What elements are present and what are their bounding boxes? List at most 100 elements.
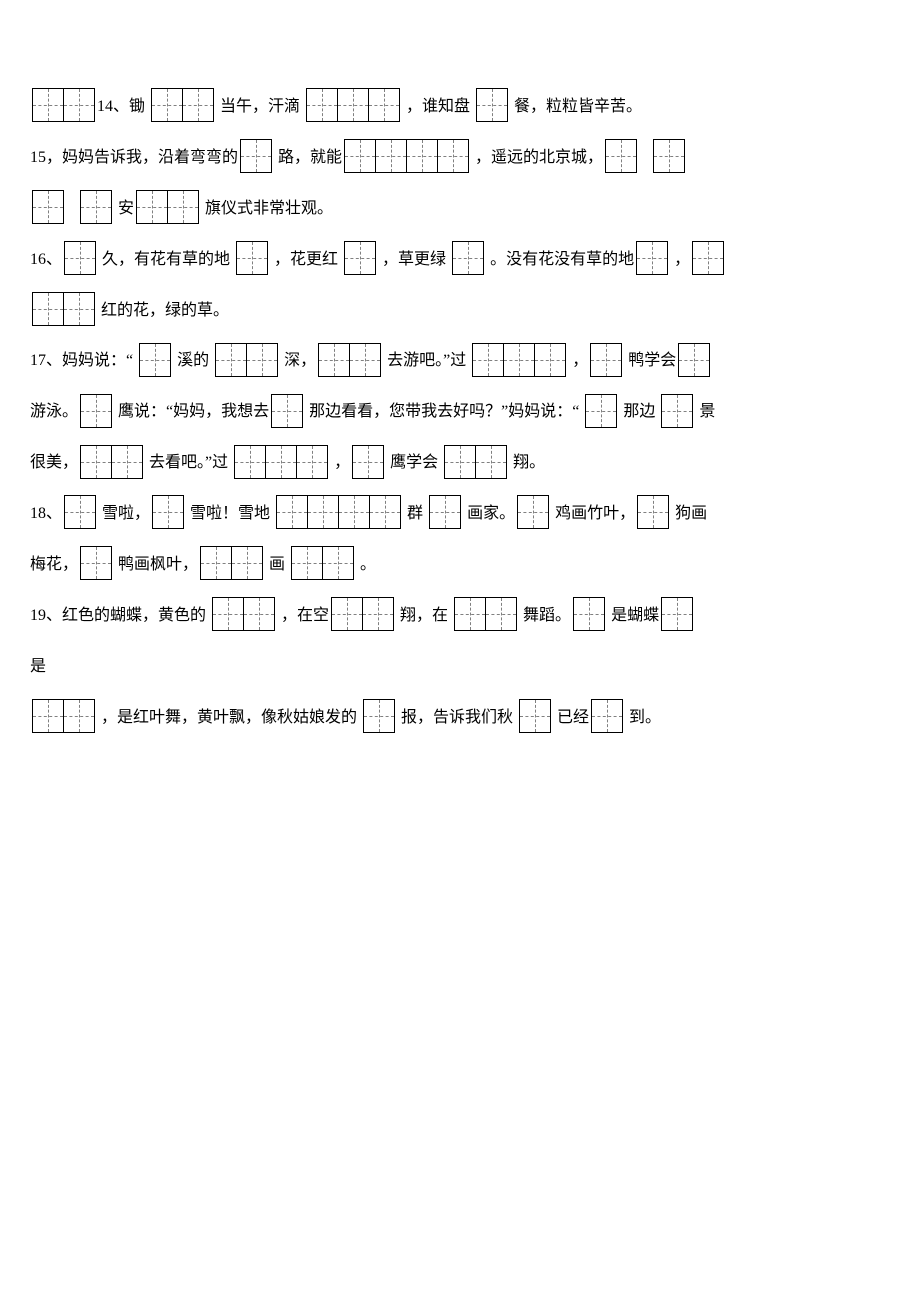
answer-cell[interactable]: [63, 292, 95, 326]
q15-box-1: [240, 139, 272, 173]
answer-cell[interactable]: [406, 139, 438, 173]
answer-cell[interactable]: [331, 597, 363, 631]
answer-cell[interactable]: [307, 495, 339, 529]
body-text: 路，就能: [274, 149, 342, 166]
answer-cell[interactable]: [337, 88, 369, 122]
answer-cell[interactable]: [32, 699, 64, 733]
q18-box-3: [276, 495, 401, 529]
answer-cell[interactable]: [678, 343, 710, 377]
answer-cell[interactable]: [637, 495, 669, 529]
answer-cell[interactable]: [605, 139, 637, 173]
answer-cell[interactable]: [476, 88, 508, 122]
q19-box-2: [331, 597, 394, 631]
answer-cell[interactable]: [80, 394, 112, 428]
q17-box-11: [80, 445, 143, 479]
answer-cell[interactable]: [265, 445, 297, 479]
answer-cell[interactable]: [375, 139, 407, 173]
answer-cell[interactable]: [64, 495, 96, 529]
answer-cell[interactable]: [322, 546, 354, 580]
answer-cell[interactable]: [32, 190, 64, 224]
q15-box-6: [80, 190, 112, 224]
answer-cell[interactable]: [363, 699, 395, 733]
answer-cell[interactable]: [271, 394, 303, 428]
answer-cell[interactable]: [234, 445, 266, 479]
answer-cell[interactable]: [276, 495, 308, 529]
answer-cell[interactable]: [661, 394, 693, 428]
answer-cell[interactable]: [136, 190, 168, 224]
answer-cell[interactable]: [369, 495, 401, 529]
answer-cell[interactable]: [503, 343, 535, 377]
answer-cell[interactable]: [344, 241, 376, 275]
answer-cell[interactable]: [243, 597, 275, 631]
body-text: 报，告诉我们秋: [397, 709, 517, 726]
text-line: 16、 久，有花有草的地 ，花更红 ，草更绿 。没有花没有草的地 ，: [30, 238, 890, 283]
answer-cell[interactable]: [80, 445, 112, 479]
answer-cell[interactable]: [139, 343, 171, 377]
answer-cell[interactable]: [200, 546, 232, 580]
answer-cell[interactable]: [236, 241, 268, 275]
answer-cell[interactable]: [291, 546, 323, 580]
answer-cell[interactable]: [454, 597, 486, 631]
body-text: ，: [670, 251, 690, 268]
answer-cell[interactable]: [338, 495, 370, 529]
answer-cell[interactable]: [636, 241, 668, 275]
answer-cell[interactable]: [344, 139, 376, 173]
answer-cell[interactable]: [151, 88, 183, 122]
text-line: 梅花， 鸭画枫叶， 画 。: [30, 543, 890, 588]
answer-cell[interactable]: [368, 88, 400, 122]
q15-box-7: [136, 190, 199, 224]
answer-cell[interactable]: [661, 597, 693, 631]
answer-cell[interactable]: [472, 343, 504, 377]
answer-cell[interactable]: [296, 445, 328, 479]
body-text: 当午，汗滴: [216, 98, 304, 115]
answer-cell[interactable]: [152, 495, 184, 529]
answer-cell[interactable]: [349, 343, 381, 377]
answer-cell[interactable]: [240, 139, 272, 173]
answer-cell[interactable]: [63, 699, 95, 733]
answer-cell[interactable]: [318, 343, 350, 377]
answer-cell[interactable]: [80, 190, 112, 224]
answer-cell[interactable]: [534, 343, 566, 377]
body-text: ，谁知盘: [402, 98, 474, 115]
answer-cell[interactable]: [64, 241, 96, 275]
answer-cell[interactable]: [80, 546, 112, 580]
body-text: 鸡画竹叶，: [551, 505, 635, 522]
answer-cell[interactable]: [182, 88, 214, 122]
answer-cell[interactable]: [352, 445, 384, 479]
answer-cell[interactable]: [32, 88, 64, 122]
answer-cell[interactable]: [585, 394, 617, 428]
answer-cell[interactable]: [231, 546, 263, 580]
body-text: 鸭画枫叶，: [114, 556, 198, 573]
answer-cell[interactable]: [32, 292, 64, 326]
answer-cell[interactable]: [452, 241, 484, 275]
answer-cell[interactable]: [362, 597, 394, 631]
answer-cell[interactable]: [475, 445, 507, 479]
answer-cell[interactable]: [63, 88, 95, 122]
answer-cell[interactable]: [437, 139, 469, 173]
answer-cell[interactable]: [444, 445, 476, 479]
answer-cell[interactable]: [246, 343, 278, 377]
body-text: ，草更绿: [378, 251, 450, 268]
answer-cell[interactable]: [591, 699, 623, 733]
answer-cell[interactable]: [167, 190, 199, 224]
answer-cell[interactable]: [215, 343, 247, 377]
q14-box-4: [476, 88, 508, 122]
answer-cell[interactable]: [653, 139, 685, 173]
answer-cell[interactable]: [590, 343, 622, 377]
body-text: 游泳。: [30, 403, 78, 420]
answer-cell[interactable]: [429, 495, 461, 529]
answer-cell[interactable]: [519, 699, 551, 733]
body-text: 旗仪式非常壮观。: [201, 200, 333, 217]
answer-cell[interactable]: [111, 445, 143, 479]
answer-cell[interactable]: [212, 597, 244, 631]
q16-box-3: [344, 241, 376, 275]
q17-box-6: [678, 343, 710, 377]
body-text: 狗画: [671, 505, 707, 522]
answer-cell[interactable]: [573, 597, 605, 631]
body-text: 溪的: [173, 352, 213, 369]
q18-box-6: [637, 495, 669, 529]
answer-cell[interactable]: [306, 88, 338, 122]
answer-cell[interactable]: [485, 597, 517, 631]
answer-cell[interactable]: [517, 495, 549, 529]
answer-cell[interactable]: [692, 241, 724, 275]
